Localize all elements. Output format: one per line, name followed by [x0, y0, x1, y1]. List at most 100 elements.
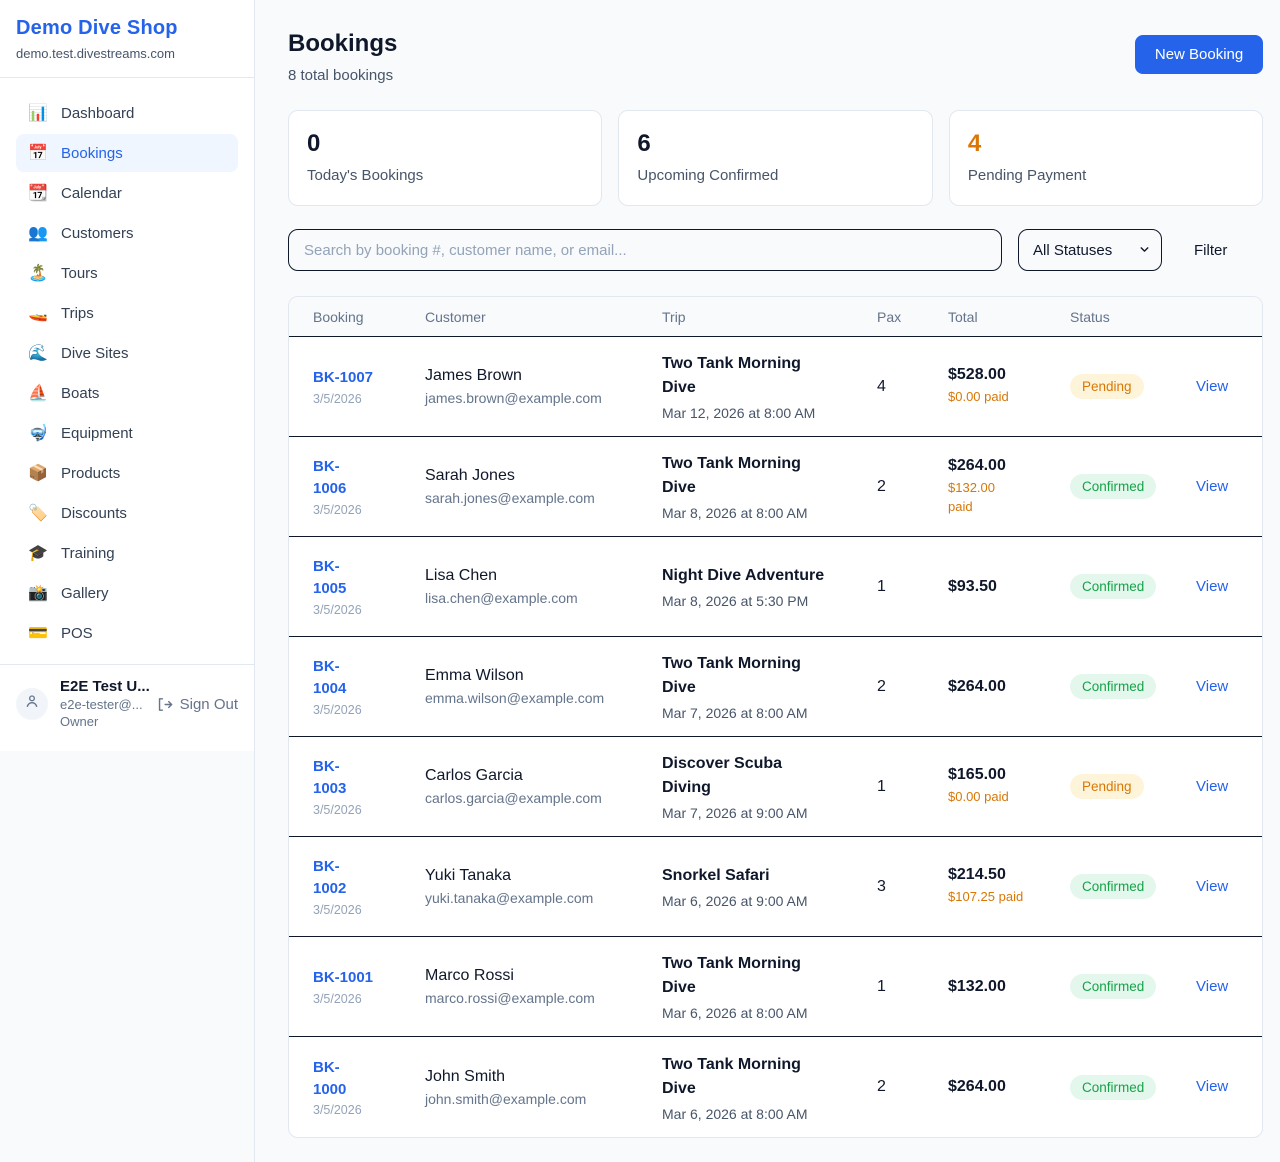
- view-link[interactable]: View: [1196, 777, 1229, 795]
- status-filter-select[interactable]: All Statuses: [1018, 229, 1162, 271]
- sidebar-item-equipment[interactable]: 🤿 Equipment: [16, 414, 238, 452]
- trip-datetime: Mar 6, 2026 at 8:00 AM: [662, 1105, 808, 1122]
- paid-amount: $107.25 paid: [948, 889, 1024, 905]
- booking-id-link[interactable]: BK-1007: [313, 369, 374, 387]
- page-title: Bookings: [288, 30, 398, 57]
- sidebar-item-label: Products: [61, 464, 121, 482]
- customer-name: Emma Wilson: [425, 667, 524, 684]
- customer-email: james.brown@example.com: [425, 390, 602, 406]
- sidebar-item-label: Equipment: [61, 424, 133, 442]
- sidebar-item-label: Boats: [61, 384, 100, 402]
- avatar: [16, 687, 48, 720]
- sidebar-user-section: E2E Test U... e2e-tester@... Owner Sign …: [0, 664, 254, 743]
- customer-name: Lisa Chen: [425, 567, 498, 584]
- stat-value: 0: [307, 130, 321, 157]
- dive-sites-icon: 🌊: [28, 345, 48, 362]
- booking-date: 3/5/2026: [313, 702, 362, 717]
- table-row: BK- 1003 3/5/2026 Carlos Garcia carlos.ga…: [289, 737, 1263, 837]
- booking-date: 3/5/2026: [313, 802, 362, 817]
- customer-email: emma.wilson@example.com: [425, 690, 605, 706]
- sidebar-item-tours[interactable]: 🏝️ Tours: [16, 254, 238, 292]
- booking-date: 3/5/2026: [313, 1103, 362, 1118]
- view-link[interactable]: View: [1196, 377, 1229, 395]
- sidebar-item-bookings[interactable]: 📅 Bookings: [16, 134, 238, 172]
- gallery-icon: 📸: [28, 585, 48, 602]
- table-row: BK-1001 3/5/2026 Marco Rossi marco.rossi…: [289, 937, 1263, 1037]
- view-link[interactable]: View: [1196, 877, 1229, 895]
- stat-label: Today's Bookings: [307, 167, 424, 184]
- products-icon: 📦: [28, 465, 48, 482]
- equipment-icon: 🤿: [28, 425, 48, 442]
- booking-id-link[interactable]: BK- 1003: [313, 758, 347, 797]
- pax-count: 2: [877, 477, 886, 495]
- sign-out-icon: [156, 696, 173, 713]
- sidebar-item-customers[interactable]: 👥 Customers: [16, 214, 238, 252]
- column-header: Total: [948, 308, 978, 325]
- view-link[interactable]: View: [1196, 577, 1229, 595]
- booking-id-link[interactable]: BK- 1004: [313, 658, 347, 697]
- customer-name: Sarah Jones: [425, 467, 515, 484]
- stat-label: Upcoming Confirmed: [637, 167, 779, 184]
- sidebar-item-discounts[interactable]: 🏷️ Discounts: [16, 494, 238, 532]
- sidebar-item-products[interactable]: 📦 Products: [16, 454, 238, 492]
- sign-out-button[interactable]: Sign Out: [156, 696, 238, 713]
- customer-email: yuki.tanaka@example.com: [425, 890, 594, 906]
- paid-amount: $0.00 paid: [948, 789, 1009, 805]
- column-header: Booking: [313, 308, 364, 325]
- sidebar-item-trips[interactable]: 🚤 Trips: [16, 294, 238, 332]
- status-badge: Confirmed: [1070, 974, 1157, 999]
- sidebar-item-calendar[interactable]: 📆 Calendar: [16, 174, 238, 212]
- view-link[interactable]: View: [1196, 677, 1229, 695]
- sidebar-item-label: Gallery: [61, 584, 109, 602]
- customer-email: john.smith@example.com: [425, 1090, 587, 1107]
- sidebar-item-dive-sites[interactable]: 🌊 Dive Sites: [16, 334, 238, 372]
- table-row: BK- 1005 3/5/2026 Lisa Chen lisa.chen@exa…: [289, 537, 1263, 637]
- user-name: E2E Test U...: [60, 678, 150, 695]
- status-badge: Confirmed: [1070, 1074, 1157, 1100]
- filter-button[interactable]: Filter: [1194, 241, 1228, 259]
- customer-email: carlos.garcia@example.com: [425, 790, 602, 806]
- boats-icon: ⛵: [28, 385, 48, 402]
- customer-name: James Brown: [425, 367, 522, 384]
- pax-count: 1: [877, 777, 886, 795]
- sidebar-header: Demo Dive Shop demo.test.divestreams.com: [0, 0, 254, 78]
- total-amount: $528.00: [948, 366, 1006, 384]
- main-content: Bookings 8 total bookings New Booking 0 …: [255, 0, 1280, 1162]
- booking-id-link[interactable]: BK- 1000: [313, 1058, 347, 1098]
- new-booking-button[interactable]: New Booking: [1134, 35, 1264, 74]
- sidebar: Demo Dive Shop demo.test.divestreams.com…: [0, 0, 255, 1162]
- booking-id-link[interactable]: BK- 1005: [313, 558, 347, 597]
- stat-label: Pending Payment: [967, 167, 1087, 184]
- search-input[interactable]: [288, 229, 1002, 271]
- total-amount: $93.50: [948, 577, 997, 595]
- booking-id-link[interactable]: BK-1001: [313, 969, 374, 987]
- total-amount: $264.00: [948, 456, 1006, 474]
- table-row: BK- 1004 3/5/2026 Emma Wilson emma.wilson…: [289, 637, 1263, 737]
- trip-name: Two Tank Morning Dive: [662, 355, 801, 396]
- table-row: BK-1007 3/5/2026 James Brown james.brown…: [289, 337, 1263, 437]
- tours-icon: 🏝️: [28, 265, 48, 282]
- trip-name: Two Tank Morning Dive: [662, 455, 801, 496]
- sidebar-item-training[interactable]: 🎓 Training: [16, 534, 238, 572]
- sidebar-item-gallery[interactable]: 📸 Gallery: [16, 574, 238, 612]
- booking-id-link[interactable]: BK- 1002: [313, 858, 347, 897]
- customer-name: Carlos Garcia: [425, 767, 523, 784]
- stat-card: 4 Pending Payment: [948, 110, 1264, 206]
- customer-name: Marco Rossi: [425, 967, 514, 984]
- user-role: Owner: [60, 714, 99, 729]
- view-link[interactable]: View: [1196, 977, 1229, 995]
- sidebar-item-label: POS: [61, 624, 93, 642]
- sidebar-item-dashboard[interactable]: 📊 Dashboard: [16, 94, 238, 132]
- dashboard-icon: 📊: [28, 105, 48, 122]
- stat-card: 0 Today's Bookings: [288, 110, 603, 206]
- user-email: e2e-tester@...: [60, 697, 143, 712]
- view-link[interactable]: View: [1196, 1078, 1229, 1095]
- booking-id-link[interactable]: BK- 1006: [313, 458, 347, 497]
- pos-icon: 💳: [28, 625, 48, 642]
- view-link[interactable]: View: [1196, 477, 1229, 495]
- status-badge: Confirmed: [1070, 874, 1157, 899]
- trip-name: Two Tank Morning Dive: [662, 655, 801, 696]
- calendar-icon: 📆: [28, 185, 48, 202]
- sidebar-item-pos[interactable]: 💳 POS: [16, 614, 238, 652]
- sidebar-item-boats[interactable]: ⛵ Boats: [16, 374, 238, 412]
